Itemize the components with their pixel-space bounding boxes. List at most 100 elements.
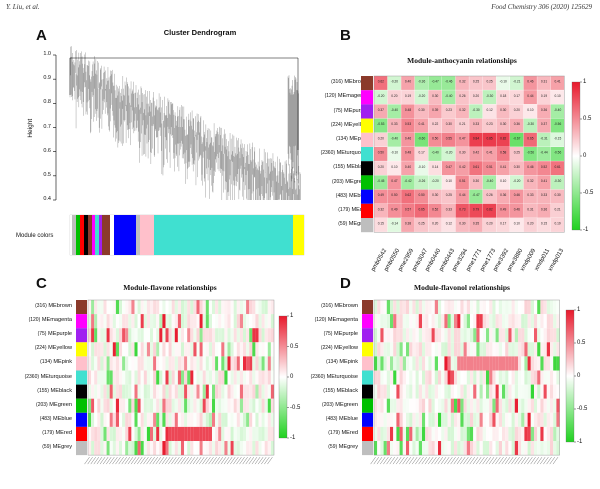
heatmap-cell [112, 398, 116, 413]
heatmap-cell [390, 300, 394, 315]
heatmap-cell [463, 328, 467, 343]
heatmap-cell [94, 370, 98, 385]
heatmap-cell-value: 0.10 [446, 179, 452, 183]
heatmap-cell [181, 398, 185, 413]
heatmap-cell [202, 342, 206, 357]
module-count: (59) [328, 444, 338, 451]
heatmap-cell [463, 384, 467, 399]
heatmap-cell [521, 300, 525, 315]
panel-c-title: Module-flavone relationships [123, 283, 217, 292]
column-label-mark [121, 456, 127, 465]
heatmap-cell [399, 342, 403, 357]
heatmap-cell [393, 328, 397, 343]
heatmap-cell [171, 412, 175, 427]
heatmap-cell [450, 412, 454, 427]
heatmap-cell [156, 314, 160, 329]
heatmap-cell [153, 342, 157, 357]
heatmap-cell [125, 398, 129, 413]
heatmap-cell [380, 328, 384, 343]
heatmap-cell [174, 384, 178, 399]
heatmap-cell [486, 441, 490, 456]
heatmap-cell [128, 412, 132, 427]
heatmap-cell [455, 76, 469, 90]
heatmap-cell [387, 90, 401, 105]
heatmap-cell [412, 300, 416, 315]
module-color-swatch [76, 300, 87, 315]
heatmap-cell [177, 426, 181, 441]
heatmap-cell [524, 328, 528, 343]
heatmap-cell [390, 356, 394, 371]
heatmap-cell [496, 147, 510, 161]
heatmap-cell [199, 441, 203, 456]
heatmap-cell [431, 441, 435, 456]
heatmap-cell [422, 426, 426, 441]
heatmap-cell [540, 426, 544, 441]
heatmap-cell [252, 356, 256, 371]
heatmap-cell [377, 370, 381, 385]
heatmap-cell [418, 398, 422, 413]
column-label-mark [87, 456, 93, 465]
heatmap-cell [425, 328, 429, 343]
heatmap-cell-value: 0.48 [405, 151, 411, 155]
heatmap-cell [511, 328, 515, 343]
column-label-mark [205, 456, 211, 465]
heatmap-cell [255, 328, 259, 343]
heatmap-cell [119, 328, 123, 343]
column-label-mark [408, 456, 415, 465]
module-count: (155) [37, 387, 49, 394]
heatmap-cell-value: 0.65 [527, 136, 533, 140]
heatmap-cell [510, 132, 524, 147]
heatmap-cell [543, 356, 547, 371]
heatmap-cell [208, 412, 212, 427]
heatmap-cell [143, 384, 147, 399]
heatmap-cell [215, 300, 219, 315]
heatmap-cell [431, 342, 435, 357]
panel-b-row-label: (224) MEyellow [281, 122, 368, 129]
heatmap-cell [249, 314, 253, 329]
heatmap-cell [386, 441, 390, 456]
heatmap-cell [409, 412, 413, 427]
heatmap-cell [146, 412, 150, 427]
heatmap-cell [412, 314, 416, 329]
heatmap-cell [187, 356, 191, 371]
heatmap-cell [460, 328, 464, 343]
heatmap-cell [492, 314, 496, 329]
heatmap-cell [482, 328, 486, 343]
heatmap-cell [511, 426, 515, 441]
heatmap-cell [91, 328, 95, 343]
heatmap-cell [455, 203, 469, 218]
heatmap-cell [181, 384, 185, 399]
heatmap-cell [401, 189, 415, 204]
heatmap-cell-value: 0.30 [500, 108, 506, 112]
module-name: MEpurple [344, 107, 368, 114]
heatmap-cell [540, 441, 544, 456]
column-label-mark [546, 456, 552, 465]
heatmap-cell [406, 328, 410, 343]
heatmap-cell [264, 412, 268, 427]
heatmap-cell [143, 314, 147, 329]
heatmap-cell [530, 426, 534, 441]
heatmap-cell [156, 412, 160, 427]
heatmap-cell [264, 314, 268, 329]
column-label-mark [112, 456, 118, 465]
heatmap-cell [205, 412, 209, 427]
heatmap-cell [131, 384, 135, 399]
heatmap-cell [270, 398, 274, 413]
heatmap-cell-value: -0.46 [445, 80, 452, 84]
heatmap-cell [454, 370, 458, 385]
heatmap-cell [537, 203, 551, 218]
heatmap-cell [168, 328, 172, 343]
heatmap-cell [227, 384, 231, 399]
heatmap-cell [454, 441, 458, 456]
heatmap-cell [387, 76, 401, 90]
heatmap-cell [374, 441, 378, 456]
heatmap-cell [428, 90, 442, 105]
heatmap-cell [224, 314, 228, 329]
heatmap-cell-value: -0.44 [540, 151, 547, 155]
heatmap-cell [137, 356, 141, 371]
heatmap-cell [447, 370, 451, 385]
panel-c-row-label: (224) MEyellow [0, 346, 72, 352]
heatmap-cell [246, 398, 250, 413]
heatmap-cell [466, 328, 470, 343]
heatmap-cell [442, 175, 456, 190]
